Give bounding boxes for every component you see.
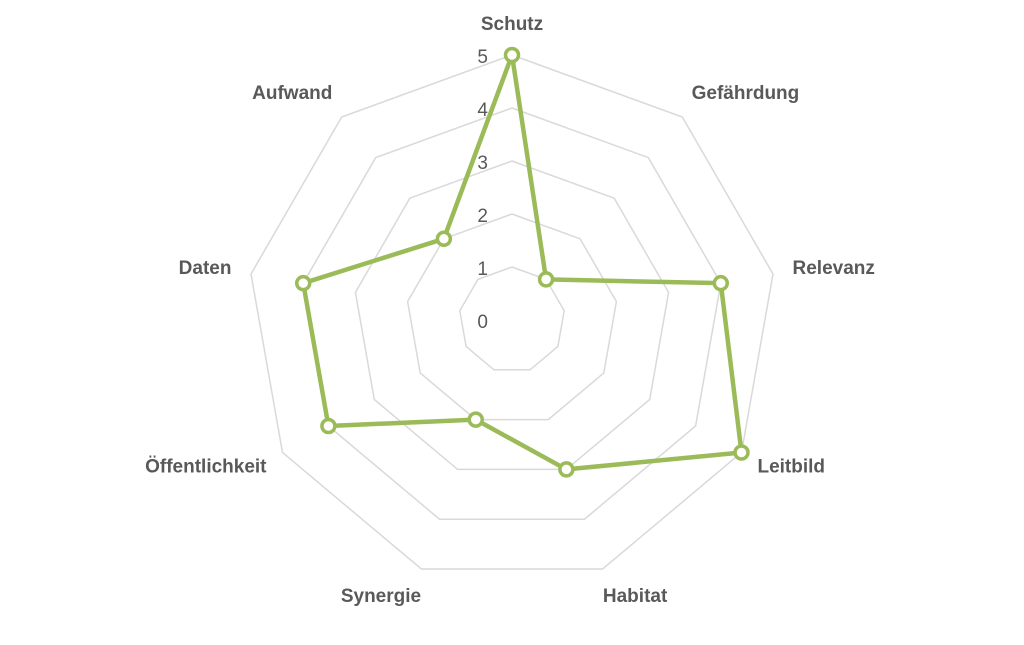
grid-line: [459, 266, 565, 371]
tick-label: 1: [477, 259, 488, 280]
grid-line: [354, 160, 670, 471]
tick-label: 4: [477, 100, 488, 121]
tick-label: 3: [477, 153, 488, 174]
data-point: [320, 417, 337, 435]
tick-label: 2: [477, 206, 488, 227]
data-point: [733, 444, 750, 461]
category-label: Synergie: [341, 586, 421, 607]
category-label: Leitbild: [757, 457, 825, 478]
grid-line: [250, 54, 774, 570]
data-point: [435, 230, 453, 248]
category-label: Relevanz: [793, 258, 875, 279]
category-label: Aufwand: [252, 83, 332, 104]
category-label: Habitat: [603, 586, 668, 607]
grid-line: [406, 213, 618, 421]
tick-label: 0: [477, 312, 488, 333]
data-point: [558, 461, 575, 478]
category-label: Gefährdung: [692, 83, 800, 104]
data-point: [537, 271, 555, 288]
data-point: [467, 411, 484, 428]
series-line: [300, 52, 744, 472]
category-label: Schutz: [481, 14, 543, 35]
category-label: Daten: [179, 258, 232, 279]
category-label: Öffentlichkeit: [145, 457, 267, 478]
data-point: [712, 274, 730, 292]
grid-line: [302, 107, 722, 520]
tick-label: 5: [477, 47, 488, 68]
data-point: [294, 274, 312, 292]
data-point: [503, 46, 521, 64]
